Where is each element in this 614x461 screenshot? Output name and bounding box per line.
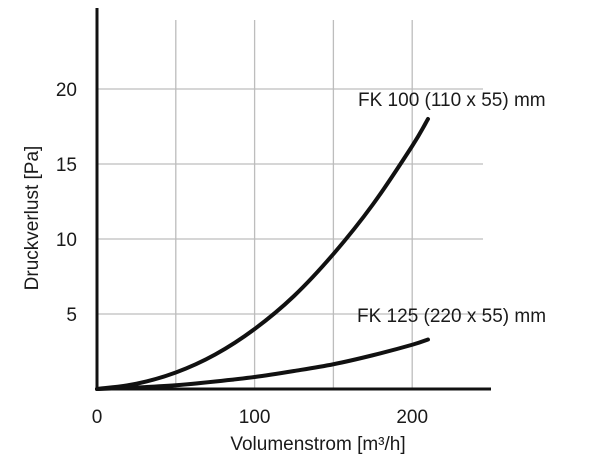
y-tick-label: 10 [56,230,77,251]
x-tick-labels: 0 100 200 [92,407,428,428]
axes [95,8,491,391]
y-tick-label: 5 [66,305,77,326]
series-label-fk125: FK 125 (220 x 55) mm [357,306,546,327]
grid [97,20,483,389]
series-line-fk125 [95,337,430,391]
series-label-fk100: FK 100 (110 x 55) mm [358,90,546,111]
y-axis-label: Druckverlust [Pa] [22,146,43,291]
x-axis-label: Volumenstrom [m³/h] [230,434,405,455]
y-tick-label: 20 [56,80,77,101]
series-labels: FK 100 (110 x 55) mm FK 125 (220 x 55) mm [357,90,546,327]
series-line-fk100 [95,117,430,391]
series [95,117,430,391]
x-tick-label: 0 [92,407,103,428]
y-tick-label: 15 [56,155,77,176]
x-tick-label: 100 [239,407,271,428]
x-tick-label: 200 [396,407,428,428]
y-tick-labels: 5 10 15 20 [56,80,77,326]
